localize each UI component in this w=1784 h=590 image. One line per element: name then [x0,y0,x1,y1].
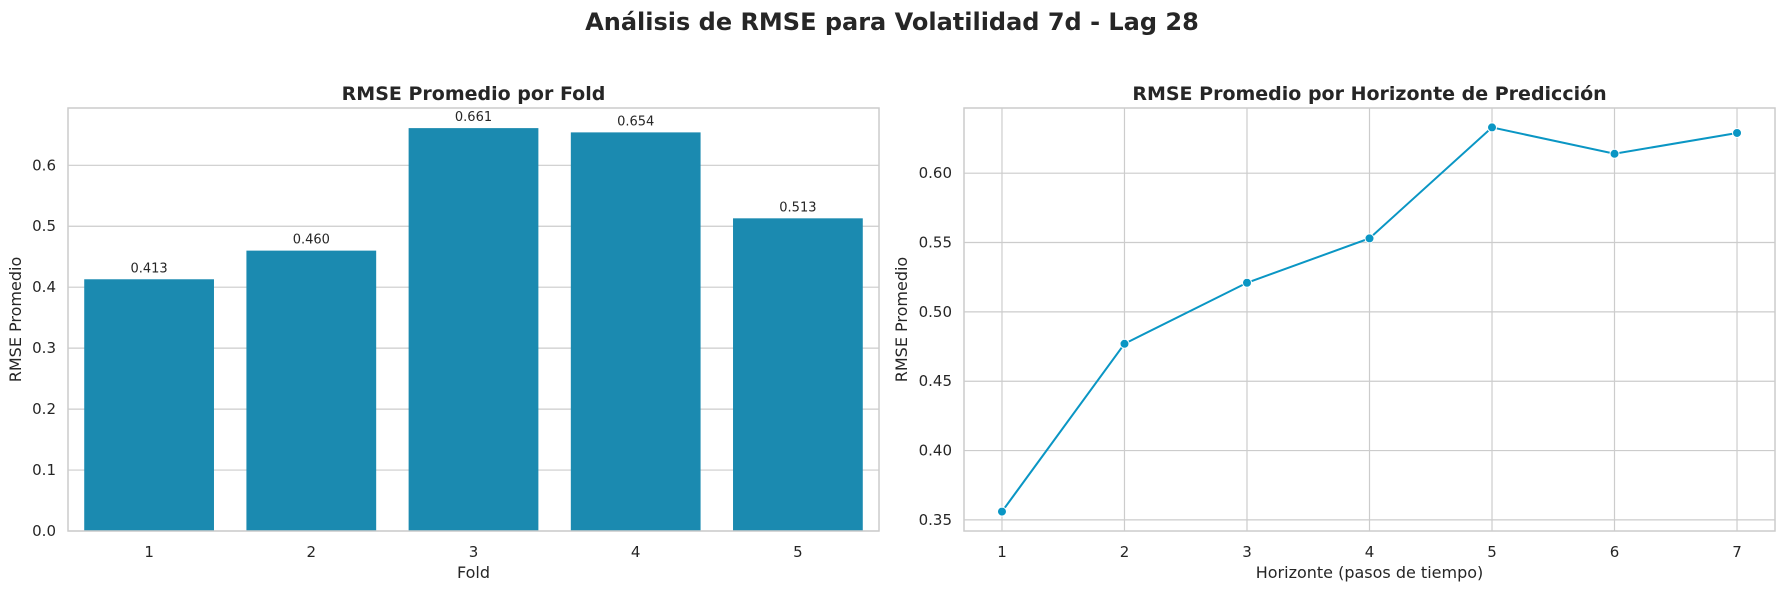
x-tick-label: 2 [1120,543,1130,561]
figure-title: Análisis de RMSE para Volatilidad 7d - L… [585,8,1199,36]
y-tick-label: 0.5 [32,217,56,235]
bar-chart-panel: RMSE Promedio por Fold 0.0 0.1 0.2 0.3 0.4 0.5… [6,83,880,582]
plot-frame [963,107,1776,532]
x-axis-label: Horizonte (pasos de tiempo) [1256,563,1484,582]
x-tick-label: 3 [1242,543,1252,561]
x-tick-label: 4 [1365,543,1375,561]
y-tick-label: 0.45 [919,372,952,390]
bar [408,128,539,531]
y-tick-label: 0.40 [919,442,952,460]
x-tick-label: 2 [307,543,317,561]
data-point [996,506,1007,517]
data-point [1364,233,1375,244]
bar-value-label: 0.661 [455,110,492,125]
y-tick-label: 0.3 [32,339,56,357]
data-point [1241,277,1252,288]
data-point [1732,127,1743,138]
bar [246,250,377,531]
y-tick-label: 0.2 [32,400,56,418]
bar-value-label: 0.413 [130,261,167,276]
y-tick-label: 0.0 [32,522,56,540]
line-chart-title: RMSE Promedio por Horizonte de Predicció… [1132,83,1606,105]
y-axis-label: RMSE Promedio [892,257,911,382]
data-point [1119,338,1130,349]
data-point [1609,148,1620,159]
y-tick-label: 0.55 [919,234,952,252]
plot-frame [67,107,880,532]
x-tick-label: 7 [1732,543,1742,561]
data-point [1487,122,1498,133]
bar [733,218,863,531]
line-chart-panel: RMSE Promedio por Horizonte de Predicció… [892,83,1776,582]
bar-chart-title: RMSE Promedio por Fold [342,83,606,105]
x-tick-label: 5 [793,543,803,561]
bar-value-label: 0.654 [617,114,654,129]
x-tick-label: 1 [997,543,1007,561]
x-tick-label: 6 [1610,543,1620,561]
bar [570,132,701,531]
x-tick-label: 3 [469,543,479,561]
y-axis-label: RMSE Promedio [6,257,25,382]
y-tick-label: 0.60 [919,164,952,182]
x-axis-label: Fold [457,563,490,582]
bar-value-label: 0.513 [779,200,816,215]
y-tick-label: 0.50 [919,303,952,321]
x-tick-label: 1 [144,543,154,561]
y-tick-label: 0.35 [919,511,952,529]
y-tick-label: 0.1 [32,461,56,479]
y-tick-label: 0.6 [32,156,56,174]
x-tick-label: 4 [631,543,641,561]
x-tick-label: 5 [1487,543,1497,561]
bar [84,279,214,531]
bar-value-label: 0.460 [293,233,330,248]
y-tick-label: 0.4 [32,278,56,296]
